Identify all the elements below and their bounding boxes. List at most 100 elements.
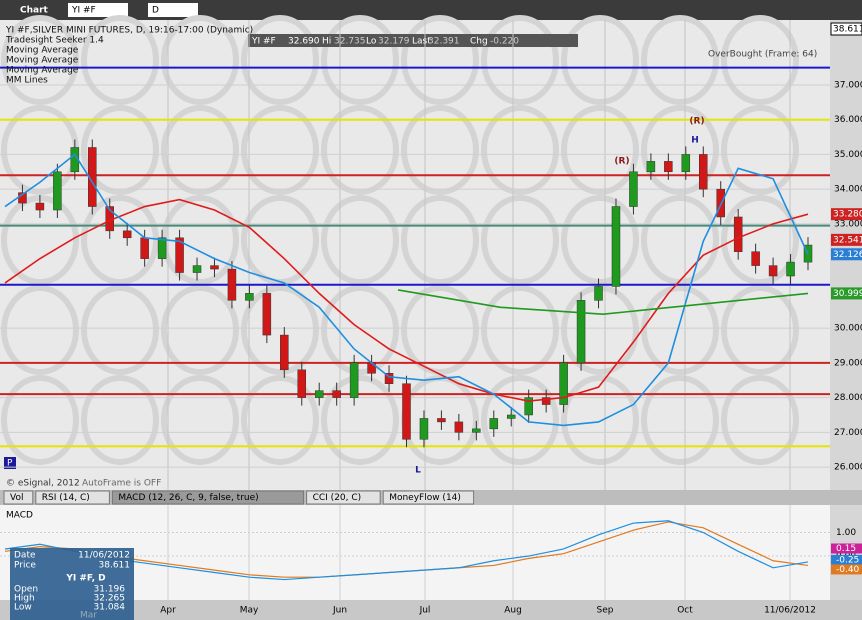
pattern-mark: (R) [614,157,629,167]
pattern [561,15,639,105]
price-tag [830,22,862,36]
pattern [641,105,719,195]
quote-field: Hi [322,37,331,47]
candle [611,206,621,287]
indicator-tab[interactable] [111,490,305,505]
pattern [721,105,799,195]
y-tick-label: 27.000 [834,428,862,438]
candle [541,397,551,405]
title-bar [0,0,862,20]
price-tag-label: 30.999 [833,289,862,299]
quote-field: 32.179 [378,37,410,47]
data-window-cell: 11/06/2012 [78,551,130,561]
candle [768,265,778,277]
price-tag-label: 38.611 [833,24,862,34]
pattern [401,105,479,195]
y-tick-label: 36.000 [834,115,862,125]
pattern [481,195,559,285]
window-title: Chart [20,6,49,16]
candle [472,428,481,433]
data-window-cell: Open [14,585,38,595]
y-tick-label: 1.00 [836,528,856,538]
data-window-cell: Low [14,603,32,613]
indicator-tab-label: MACD (12, 26, C, 9, false, true) [118,493,258,503]
pattern [1,285,79,375]
quote-field: Chg [470,37,488,47]
pattern [481,375,559,465]
candle [437,418,446,423]
candle [332,390,341,398]
data-window-extra: Mar [80,611,97,620]
pattern [81,105,159,195]
candle [402,383,411,440]
pattern [481,15,559,105]
pattern [321,285,399,375]
indicator-tab[interactable] [382,490,475,505]
pattern [481,285,559,375]
line-series [4,520,809,581]
pattern [721,285,799,375]
candle [506,414,516,419]
candle [227,268,237,301]
price-tag-label: 32.541 [833,235,862,245]
pattern [721,195,799,285]
pattern [401,285,479,375]
y-tick-label: 34.000 [834,185,862,195]
indicator-tab[interactable] [3,490,34,505]
pattern [81,375,159,465]
indicator-tab-label: RSI (14, C) [42,493,90,503]
candle [454,421,464,433]
pattern-mark: (R) [689,117,704,127]
pattern [641,375,719,465]
quote-field: 32.690 [288,37,320,47]
candle [53,171,62,211]
data-window-symbol: YI #F, D [65,574,105,584]
data-window [10,548,134,620]
p-badge-text[interactable]: P [7,459,13,469]
candle [349,362,359,398]
candle [175,237,184,273]
pattern [161,15,239,105]
data-window-cell: Date [14,551,36,561]
pattern [561,105,639,195]
data-window-cell: Price [14,561,36,571]
candle [419,418,429,440]
pattern [721,15,799,105]
p-badge[interactable] [4,457,16,469]
pattern [81,195,159,285]
candle [629,171,638,207]
pattern [241,15,319,105]
legend-entry: MM Lines [6,76,48,86]
indicator-tab[interactable] [306,490,381,505]
candle [576,300,586,364]
month-label: Sep [597,606,614,616]
candle [192,265,202,273]
symbol[interactable]: YI #F [71,6,96,16]
month-label: Apr [160,606,176,616]
pattern [321,195,399,285]
interval[interactable]: D [152,6,159,16]
month-label: Jul [419,606,431,616]
line-series [397,289,809,316]
candle [751,251,760,266]
pattern [241,375,319,465]
indicator-tab[interactable] [35,490,110,505]
pattern [321,105,399,195]
macd-title: MACD [6,511,33,521]
candle [524,397,533,416]
pattern [401,195,479,285]
y-tick-label: 33.000 [834,219,862,229]
candle [245,293,254,301]
indicator-tab-label: Vol [10,493,23,503]
autoframe: AutoFrame is OFF [82,479,161,489]
quote-box [248,34,578,47]
interval-box[interactable] [148,3,198,17]
price-tag-label: 33.280 [833,210,862,220]
indicator-tab-label: MoneyFlow (14) [389,493,461,503]
candle [733,216,743,252]
candle [262,293,272,336]
data-window-cell: 31.084 [94,603,126,613]
macd-tag-label: 0.15 [836,544,856,554]
symbol-box[interactable] [68,3,128,17]
